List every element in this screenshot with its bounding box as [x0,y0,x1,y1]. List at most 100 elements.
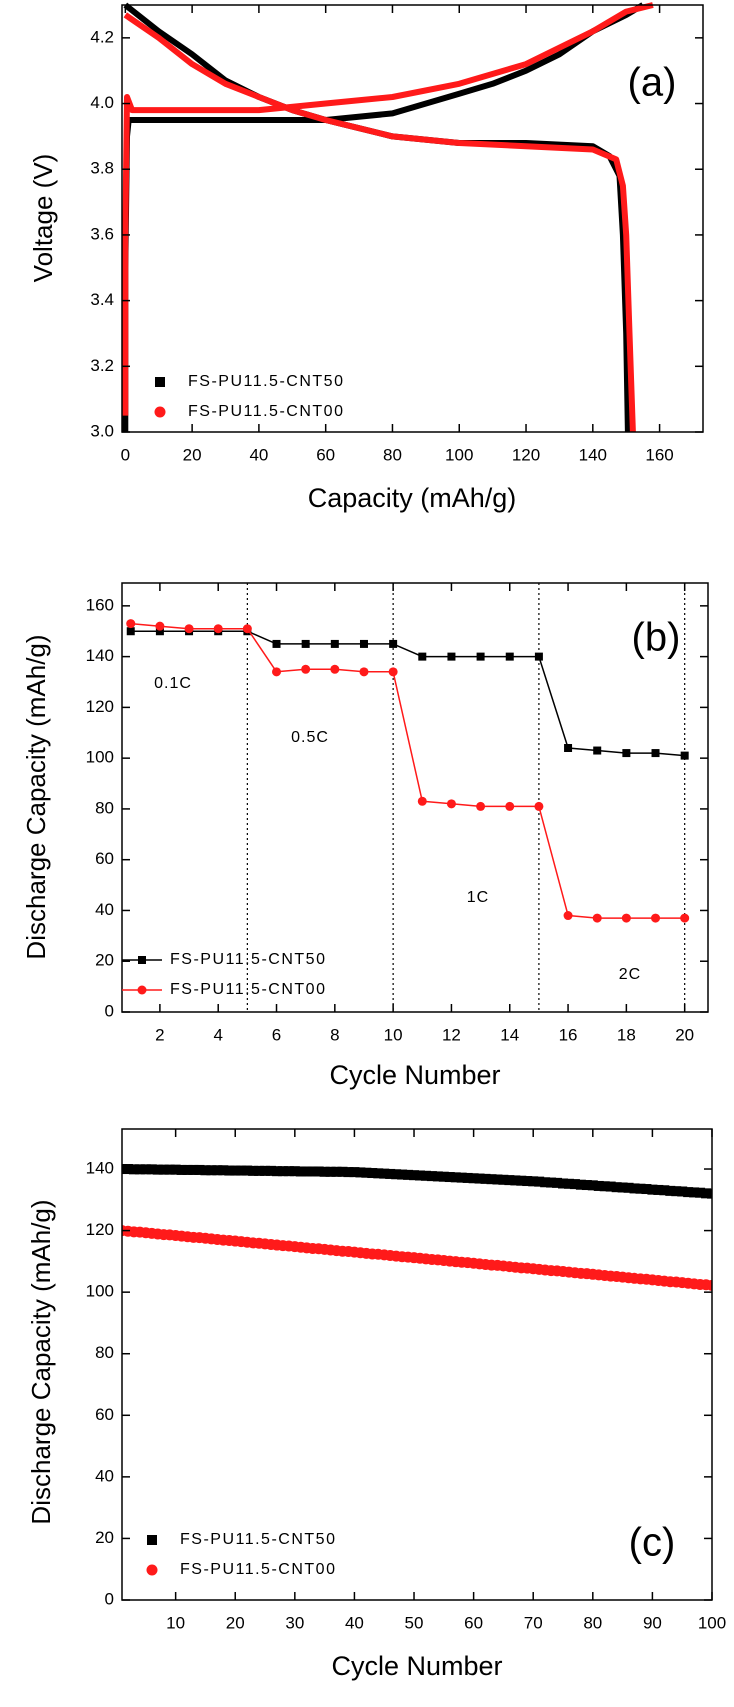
marker-square [176,1164,187,1175]
marker-square [680,751,689,760]
x-tick-label: 40 [249,445,268,464]
x-tick-label: 60 [316,445,335,464]
x-tick-label: 100 [698,1613,726,1632]
y-axis-label: Discharge Capacity (mAh/g) [26,1199,56,1524]
marker-square [403,1169,414,1180]
marker-square [152,1164,163,1175]
x-tick-label: 80 [383,445,402,464]
rate-label: 0.1C [154,675,192,692]
marker-square [611,1182,622,1193]
marker-square [170,1164,181,1175]
series-line [122,2,654,432]
marker-square [651,749,660,758]
marker-circle [359,667,369,677]
marker-square [677,1186,688,1197]
panel: 2 4 6 8 10 12 14 16 18 20 0 20 40 60 80 100 120 140 160 FS-… [21,582,709,1090]
marker-square [510,1175,521,1186]
marker-square [617,1182,628,1193]
legend-label: FS-PU11.5-CNT00 [170,981,326,998]
marker-square [414,1170,425,1181]
marker-square [343,1167,354,1178]
marker-circle [126,619,136,629]
marker-square [331,1166,342,1177]
marker-square [647,1184,658,1195]
marker-square [359,639,368,648]
series-line [130,622,685,919]
x-tick-label: 20 [226,1613,245,1632]
y-tick-label: 3.0 [90,421,114,440]
marker-square [462,1172,473,1183]
marker-square [164,1164,175,1175]
marker-square [438,1171,449,1182]
x-tick-label: 20 [675,1025,694,1044]
x-tick-label: 60 [464,1613,483,1632]
marker-circle [417,796,427,806]
marker-square [397,1169,408,1180]
marker-square [575,1179,586,1190]
marker-square [569,1179,580,1190]
marker-square [330,639,339,648]
marker-square [147,1535,157,1545]
marker-square [271,1166,282,1177]
marker-square [206,1165,217,1176]
x-tick-label: 6 [272,1025,281,1044]
plot-area [122,1164,712,1291]
x-tick-label: 50 [405,1613,424,1632]
marker-square [277,1166,288,1177]
marker-circle [213,624,223,634]
marker-circle [446,799,456,809]
marker-square [126,627,135,636]
marker-square [307,1166,318,1177]
marker-square [134,1164,145,1175]
x-tick-label: 0 [121,445,130,464]
marker-square [456,1172,467,1183]
marker-square [683,1187,694,1198]
marker-square [522,1176,533,1187]
y-tick-label: 20 [95,951,114,970]
marker-circle [137,985,147,995]
panel-tag: (b) [632,616,681,660]
y-tick-label: 40 [95,900,114,919]
rate-label: 2C [619,966,641,983]
marker-circle [505,801,515,811]
marker-square [389,639,398,648]
marker-square [534,1176,545,1187]
y-tick-label: 3.8 [90,159,114,178]
y-tick-label: 140 [86,1159,114,1178]
y-tick-label: 100 [86,1282,114,1301]
marker-square [289,1166,300,1177]
marker-square [349,1167,360,1178]
y-tick-label: 40 [95,1466,114,1485]
y-tick-label: 60 [95,849,114,868]
marker-square [426,1171,437,1182]
legend-label: FS-PU11.5-CNT00 [180,1561,336,1578]
marker-square [385,1168,396,1179]
marker-square [552,1177,563,1188]
marker-square [450,1172,461,1183]
marker-square [534,652,543,661]
marker-square [546,1177,557,1188]
marker-circle [272,667,282,677]
panel-tag: (a) [628,61,677,105]
plot-area [126,583,690,1012]
marker-square [283,1166,294,1177]
marker-square [224,1165,235,1176]
marker-square [605,1181,616,1192]
plot-frame [121,582,709,1013]
y-axis-label: Discharge Capacity (mAh/g) [21,634,51,959]
marker-square [486,1174,497,1185]
marker-square [593,746,602,755]
marker-circle [592,913,602,923]
marker-square [155,627,164,636]
marker-circle [330,664,340,674]
marker-circle [621,913,631,923]
marker-square [146,1164,157,1175]
marker-square [260,1165,271,1176]
marker-square [218,1165,229,1176]
marker-square [659,1185,670,1196]
marker-circle [146,1564,158,1576]
marker-square [420,1170,431,1181]
x-tick-label: 90 [643,1613,662,1632]
